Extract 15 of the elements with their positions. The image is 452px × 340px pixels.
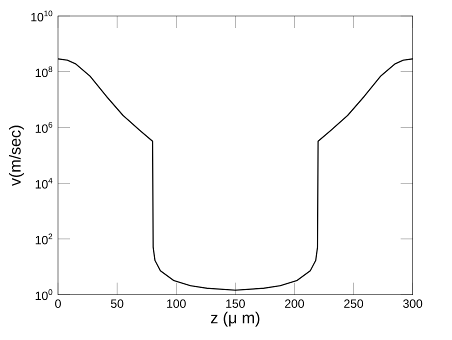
x-tick-label: 250 [344,299,364,308]
x-tick-label: 50 [110,299,124,308]
y-tick-label: 10$^{10}$ [31,10,52,22]
y-tick-label: 10$^{0}$ [36,289,52,300]
x-tick-label: 100 [167,299,186,308]
x-tick-label: 300 [403,299,422,308]
x-tick-label: 200 [285,299,304,308]
x-tick-label: 0 [55,299,61,308]
y-tick-label: 10$^{6}$ [36,122,52,133]
x-tick-label: 150 [226,299,245,308]
y-tick-label: 10$^{8}$ [36,66,52,78]
y-axis-title: v(m/sec) [8,126,24,186]
y-tick-label: 10$^{4}$ [36,178,52,189]
x-axis-title: z (μ m) [210,312,260,327]
y-tick-label: 10$^{2}$ [36,234,52,244]
